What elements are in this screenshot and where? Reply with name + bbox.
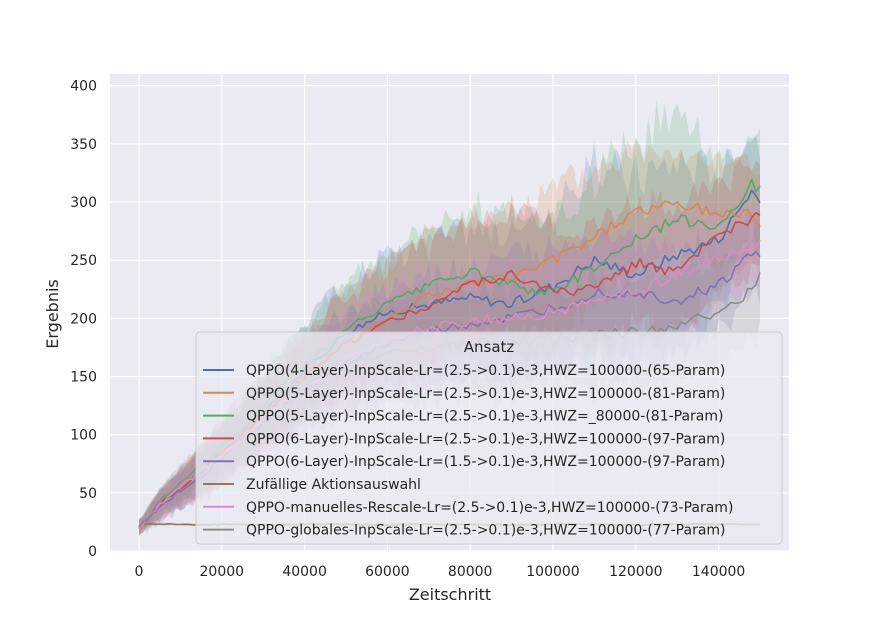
legend-box bbox=[195, 331, 783, 545]
legend: Ansatz QPPO(4-Layer)-InpScale-Lr=(2.5->0… bbox=[195, 331, 783, 545]
x-axis-label: Zeitschritt bbox=[409, 585, 491, 604]
x-tick-labels: 0 20000 40000 60000 80000 100000 120000 140000 bbox=[135, 564, 746, 580]
legend-entry: QPPO(5-Layer)-InpScale-Lr=(2.5->0.1)e-3,… bbox=[246, 386, 725, 402]
x-tick-label: 20000 bbox=[200, 564, 245, 580]
x-tick-label: 40000 bbox=[282, 564, 327, 580]
legend-title: Ansatz bbox=[464, 338, 515, 356]
legend-entry: QPPO-globales-InpScale-Lr=(2.5->0.1)e-3,… bbox=[246, 523, 726, 539]
y-tick-label: 250 bbox=[70, 253, 97, 269]
y-tick-label: 350 bbox=[70, 137, 97, 153]
legend-entry: Zufällige Aktionsauswahl bbox=[246, 477, 421, 493]
y-tick-label: 50 bbox=[79, 486, 97, 502]
legend-entry: QPPO(4-Layer)-InpScale-Lr=(2.5->0.1)e-3,… bbox=[246, 363, 725, 379]
legend-entry: QPPO(6-Layer)-InpScale-Lr=(2.5->0.1)e-3,… bbox=[246, 431, 725, 447]
x-tick-label: 60000 bbox=[365, 564, 410, 580]
x-tick-label: 0 bbox=[135, 564, 144, 580]
y-tick-label: 0 bbox=[88, 544, 97, 560]
y-tick-labels: 0 50 100 150 200 250 300 350 400 bbox=[70, 79, 97, 560]
x-tick-label: 140000 bbox=[692, 564, 745, 580]
series-band bbox=[139, 100, 760, 537]
y-tick-label: 400 bbox=[70, 79, 97, 95]
legend-entry: QPPO-manuelles-Rescale-Lr=(2.5->0.1)e-3,… bbox=[246, 500, 733, 516]
y-axis-label: Ergebnis bbox=[43, 279, 62, 348]
x-tick-label: 120000 bbox=[609, 564, 662, 580]
y-tick-label: 300 bbox=[70, 195, 97, 211]
x-tick-label: 80000 bbox=[448, 564, 493, 580]
legend-entry: QPPO(5-Layer)-InpScale-Lr=(2.5->0.1)e-3,… bbox=[246, 409, 723, 425]
y-tick-label: 200 bbox=[70, 311, 97, 327]
legend-entry: QPPO(6-Layer)-InpScale-Lr=(1.5->0.1)e-3,… bbox=[246, 454, 725, 470]
y-tick-label: 100 bbox=[70, 428, 97, 444]
y-tick-label: 150 bbox=[70, 369, 97, 385]
x-tick-label: 100000 bbox=[526, 564, 579, 580]
